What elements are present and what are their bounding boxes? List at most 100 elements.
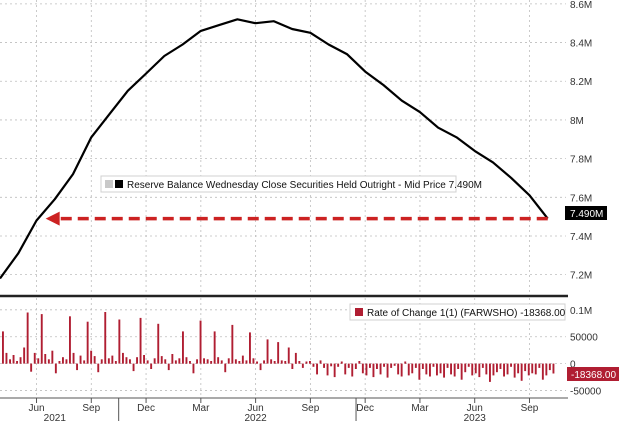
bottom-legend: Rate of Change 1(1) (FARWSHO) -18368.00 [349,303,566,321]
bottom-panel: 0.1M 50000 0 -50000 Rate of Change 1(1) (FA… [0,298,619,398]
rate-of-change-bar [383,363,385,367]
rate-of-change-bar [220,360,223,364]
rate-of-change-bar [104,312,107,364]
rate-of-change-bar [37,358,40,364]
rate-of-change-bar [453,363,456,377]
top-y-axis: 8.6M 8.4M 8.2M 8M 7.8M 7.6M 7.4M 7.2M [570,0,592,282]
top-last-value-tag: 7.490M [565,206,607,220]
bottom-y-axis: 0.1M 50000 0 -50000 [570,306,602,398]
rate-of-change-bar [393,363,396,366]
rate-of-change-bar [471,363,474,376]
rate-of-change-bar [132,363,135,372]
rate-of-change-bar [411,363,414,374]
x-month-label: Jun [28,403,44,414]
rate-of-change-bar [72,352,75,364]
rate-of-change-bar [33,352,36,364]
rate-of-change-bar [464,363,467,373]
rate-of-change-bar [100,359,103,364]
rate-of-change-bar [224,363,227,373]
x-year-label: 2021 [44,413,67,422]
legend-swatch-red [355,308,363,316]
legend-swatch-black [115,180,123,188]
rate-of-change-bar [520,363,523,381]
rate-of-change-bar [79,355,82,364]
rate-of-change-bar [369,363,371,368]
rate-of-change-bar [323,363,325,368]
rate-of-change-bar [534,363,537,375]
rate-of-change-bar [44,354,47,364]
x-month-label: Jun [248,403,264,414]
top-y-tick-label: 8.6M [570,0,592,11]
rate-of-change-bar [5,352,8,364]
rate-of-change-bar [344,363,347,375]
rate-of-change-bar [266,339,269,364]
rate-of-change-bar [316,363,318,375]
rate-of-change-bar [510,363,512,367]
rate-of-change-bar [182,331,184,364]
legend-swatch-gray [105,180,113,188]
x-year-label: 2023 [464,413,487,422]
rate-of-change-bar [263,360,265,364]
rate-of-change-bar [485,363,488,375]
rate-of-change-bar [259,363,262,371]
dashed-arrow [45,211,548,226]
rate-of-change-bar [234,359,237,364]
rate-of-change-bar [40,314,43,364]
rate-of-change-bar [69,316,71,364]
top-y-tick-label: 7.2M [570,271,592,282]
rate-of-change-bar [354,363,357,369]
rate-of-change-bar [436,363,438,376]
top-y-tick-label: 8.4M [570,39,592,50]
rate-of-change-bar [372,363,375,378]
rate-of-change-bar [361,363,364,374]
rate-of-change-bar [62,357,64,364]
arrow-head [45,211,60,226]
rate-of-change-bar [19,357,22,364]
x-month-label: Sep [82,403,100,414]
bottom-last-value: -18368.00 [571,370,616,381]
rate-of-change-bar [178,358,181,364]
bottom-y-tick-label: -50000 [570,387,602,398]
rate-of-change-bar [167,363,170,371]
rate-of-change-bar [517,363,520,374]
rate-of-change-bar [503,363,505,377]
rate-of-change-bar [291,363,294,369]
rate-of-change-bar [407,363,410,376]
rate-of-change-bar [527,363,530,376]
x-month-label: Sep [301,403,319,414]
rate-of-change-bar [125,357,128,364]
rate-of-change-bar [213,331,216,364]
rate-of-change-bar [298,361,301,364]
rate-of-change-bar [270,359,273,364]
rate-of-change-bar [386,363,389,378]
x-month-label: Dec [356,403,374,414]
rate-of-change-bar [294,352,297,364]
rate-of-change-bar [227,358,230,364]
rate-of-change-bar [513,363,516,378]
rate-of-change-bar [231,324,234,364]
rate-of-change-bar [390,363,393,368]
rate-of-change-bar [365,363,368,376]
rate-of-change-bar [538,363,541,368]
rate-of-change-bar [284,361,287,364]
reserve-balance-line [0,18,549,280]
rate-of-change-bar [312,363,315,367]
top-panel: 8.6M 8.4M 8.2M 8M 7.8M 7.6M 7.4M 7.2M Reserve B… [0,0,607,294]
rate-of-change-bar [277,342,280,364]
rate-of-change-bar [418,363,421,380]
rate-of-change-bar [164,359,167,364]
rate-of-change-bar [114,361,117,364]
rate-of-change-bar [97,363,100,373]
rate-of-change-bar [425,363,428,375]
rate-of-change-bar [256,361,258,364]
rate-of-change-bar [347,363,350,368]
rate-of-change-bar [531,363,534,374]
rate-of-change-bar [174,360,177,364]
rate-of-change-bar [337,363,340,367]
rate-of-change-bars [2,312,555,382]
rate-of-change-bar [467,363,470,367]
rate-of-change-bar [12,355,15,364]
rate-of-change-bar [552,363,555,374]
rate-of-change-bar [143,355,145,364]
rate-of-change-bar [139,317,142,364]
